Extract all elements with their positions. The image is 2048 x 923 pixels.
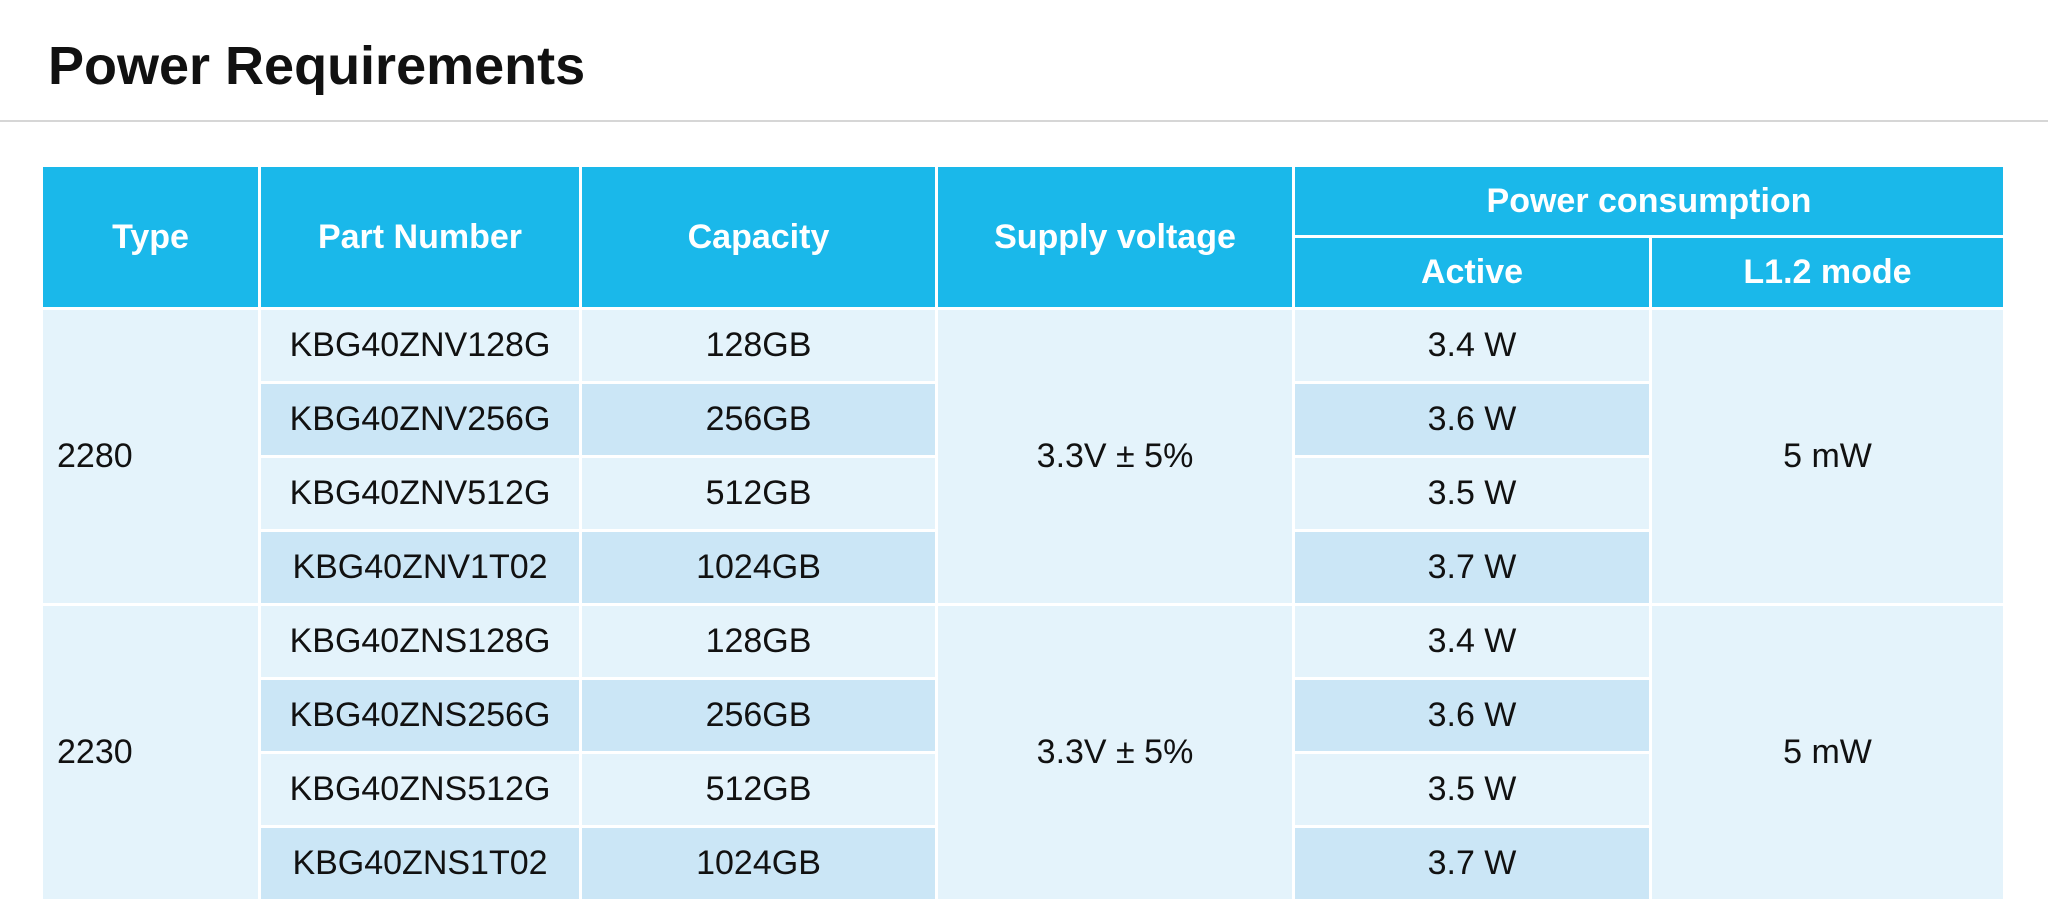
part-number-cell: KBG40ZNS512G — [261, 754, 579, 825]
table-row: KBG40ZNS1T02 1024GB 3.7 W — [43, 828, 2003, 899]
table-row: KBG40ZNV1T02 1024GB 3.7 W — [43, 532, 2003, 603]
active-power-cell: 3.7 W — [1295, 828, 1649, 899]
l12-mode-cell: 5 mW — [1652, 606, 2003, 899]
power-requirements-table: Type Part Number Capacity Supply voltage… — [40, 164, 2006, 902]
table-row: KBG40ZNV512G 512GB 3.5 W — [43, 458, 2003, 529]
header-type: Type — [43, 167, 258, 307]
header-active: Active — [1295, 238, 1649, 307]
table-row: 2230 KBG40ZNS128G 128GB 3.3V ± 5% 3.4 W … — [43, 606, 2003, 899]
active-power-cell: 3.6 W — [1295, 384, 1649, 455]
type-cell: 2230 — [43, 606, 258, 899]
page-title: Power Requirements — [48, 36, 586, 96]
supply-voltage-cell: 3.3V ± 5% — [938, 310, 1292, 603]
active-power-cell: 3.5 W — [1295, 754, 1649, 825]
type-cell: 2280 — [43, 310, 258, 603]
capacity-cell: 512GB — [582, 458, 935, 529]
part-number-cell: KBG40ZNV512G — [261, 458, 579, 529]
capacity-cell: 256GB — [582, 680, 935, 751]
part-number-cell: KBG40ZNV256G — [261, 384, 579, 455]
capacity-cell: 1024GB — [582, 828, 935, 899]
active-power-cell: 3.7 W — [1295, 532, 1649, 603]
header-power-consumption: Power consumption — [1295, 167, 2003, 235]
capacity-cell: 128GB — [582, 310, 935, 381]
part-number-cell: KBG40ZNV128G — [261, 310, 579, 381]
table-row: KBG40ZNV256G 256GB 3.6 W — [43, 384, 2003, 455]
header-capacity: Capacity — [582, 167, 935, 307]
active-power-cell: 3.4 W — [1295, 310, 1649, 381]
capacity-cell: 512GB — [582, 754, 935, 825]
header-subrow: Active L1.2 mode — [43, 238, 2003, 307]
capacity-cell: 1024GB — [582, 532, 935, 603]
header-row: Type Part Number Capacity Supply voltage… — [43, 167, 2003, 307]
part-number-cell: KBG40ZNS256G — [261, 680, 579, 751]
table-row: KBG40ZNS512G 512GB 3.5 W — [43, 754, 2003, 825]
part-number-cell: KBG40ZNS1T02 — [261, 828, 579, 899]
header-l12-mode: L1.2 mode — [1652, 238, 2003, 307]
header-part-number: Part Number — [261, 167, 579, 307]
table-row: 2280 KBG40ZNV128G 128GB 3.3V ± 5% 3.4 W … — [43, 310, 2003, 603]
active-power-cell: 3.4 W — [1295, 606, 1649, 677]
supply-voltage-cell: 3.3V ± 5% — [938, 606, 1292, 899]
active-power-cell: 3.6 W — [1295, 680, 1649, 751]
header-supply-voltage: Supply voltage — [938, 167, 1292, 307]
part-number-cell: KBG40ZNV1T02 — [261, 532, 579, 603]
table-row: KBG40ZNS256G 256GB 3.6 W — [43, 680, 2003, 751]
l12-mode-cell: 5 mW — [1652, 310, 2003, 603]
capacity-cell: 128GB — [582, 606, 935, 677]
title-divider — [0, 120, 2048, 122]
capacity-cell: 256GB — [582, 384, 935, 455]
active-power-cell: 3.5 W — [1295, 458, 1649, 529]
part-number-cell: KBG40ZNS128G — [261, 606, 579, 677]
